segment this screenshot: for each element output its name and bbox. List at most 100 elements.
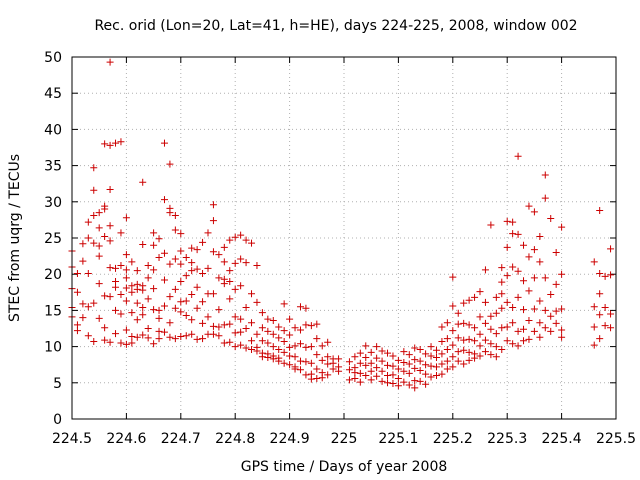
data-point [530, 327, 538, 335]
data-point [345, 358, 353, 366]
data-point [389, 352, 397, 360]
data-point [171, 285, 179, 293]
data-point [307, 375, 315, 383]
data-point [558, 326, 566, 334]
data-point [226, 338, 234, 346]
data-point [481, 266, 489, 274]
data-point [405, 351, 413, 359]
data-point [487, 312, 495, 320]
data-point [204, 313, 212, 321]
data-point [541, 324, 549, 332]
data-point [237, 328, 245, 336]
x-tick-label: 224.5 [52, 431, 92, 447]
data-point [106, 264, 114, 272]
data-point [90, 212, 98, 220]
data-point [373, 354, 381, 362]
data-point [422, 380, 430, 388]
data-point [318, 356, 326, 364]
data-point [492, 293, 500, 301]
data-point [498, 304, 506, 312]
data-point [400, 378, 408, 386]
data-point [590, 341, 598, 349]
data-point [596, 269, 604, 277]
data-point [90, 239, 98, 247]
data-point [144, 274, 152, 282]
data-point [280, 348, 288, 356]
data-point [258, 324, 266, 332]
data-point [498, 264, 506, 272]
data-point [117, 229, 125, 237]
data-point [188, 244, 196, 252]
data-point [177, 308, 185, 316]
data-point [296, 366, 304, 374]
data-point [373, 364, 381, 372]
data-point [520, 337, 528, 345]
data-point [302, 371, 310, 379]
data-point [269, 317, 277, 325]
data-point [291, 353, 299, 361]
data-point [101, 292, 109, 300]
data-point [226, 320, 234, 328]
data-point [596, 206, 604, 214]
data-point [313, 335, 321, 343]
data-point [503, 243, 511, 251]
data-point [188, 330, 196, 338]
data-point [405, 369, 413, 377]
data-point [514, 342, 522, 350]
data-point [302, 343, 310, 351]
data-point [449, 341, 457, 349]
data-point [106, 222, 114, 230]
data-point [590, 258, 598, 266]
data-point [242, 344, 250, 352]
data-point [286, 331, 294, 339]
data-point [112, 306, 120, 314]
data-point [182, 311, 190, 319]
data-point [443, 357, 451, 365]
data-point [498, 345, 506, 353]
data-point [199, 319, 207, 327]
data-point [275, 323, 283, 331]
data-point [215, 323, 223, 331]
data-point [487, 351, 495, 359]
data-point [280, 327, 288, 335]
data-point [133, 299, 141, 307]
data-point [209, 201, 217, 209]
data-point [171, 335, 179, 343]
data-point [204, 229, 212, 237]
x-tick-label: 225 [331, 431, 358, 447]
data-point [84, 218, 92, 226]
data-point [438, 338, 446, 346]
data-point [318, 374, 326, 382]
data-point [106, 293, 114, 301]
data-point [509, 319, 517, 327]
data-point [498, 278, 506, 286]
data-point [291, 365, 299, 373]
data-point [112, 277, 120, 285]
data-point [384, 349, 392, 357]
data-point [411, 364, 419, 372]
data-point [286, 315, 294, 323]
data-point [520, 325, 528, 333]
data-point [117, 310, 125, 318]
data-point [503, 217, 511, 225]
data-point [242, 325, 250, 332]
data-point [188, 290, 196, 298]
data-point [607, 245, 615, 253]
data-point [449, 273, 457, 281]
data-point [128, 332, 136, 340]
data-point [427, 352, 435, 360]
data-point [362, 372, 370, 380]
data-point [199, 298, 207, 306]
data-point [335, 355, 343, 363]
data-point [335, 367, 343, 375]
x-axis-label: GPS time / Days of year 2008 [241, 459, 448, 475]
x-tick-label: 225.5 [596, 431, 636, 447]
data-point [454, 320, 462, 328]
y-tick-label: 15 [44, 303, 62, 319]
data-point [128, 258, 136, 266]
data-point [541, 274, 549, 282]
data-point [122, 284, 130, 292]
data-point [166, 293, 174, 301]
data-point [226, 236, 234, 244]
data-point [226, 267, 234, 275]
